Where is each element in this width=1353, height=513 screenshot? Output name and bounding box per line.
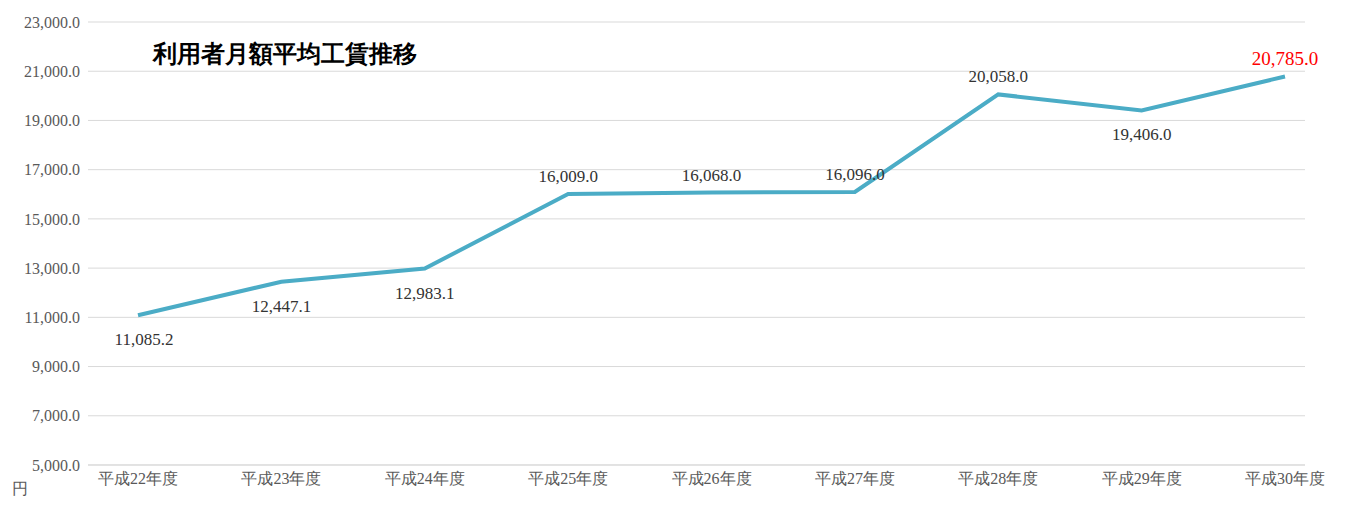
svg-text:平成22年度: 平成22年度 — [98, 470, 178, 487]
svg-text:11,000.0: 11,000.0 — [25, 309, 80, 326]
svg-text:15,000.0: 15,000.0 — [24, 211, 80, 228]
svg-text:16,009.0: 16,009.0 — [538, 167, 598, 186]
svg-text:平成29年度: 平成29年度 — [1102, 470, 1182, 487]
svg-text:12,447.1: 12,447.1 — [252, 297, 312, 316]
svg-text:17,000.0: 17,000.0 — [24, 161, 80, 178]
svg-text:5,000.0: 5,000.0 — [32, 457, 80, 474]
svg-text:平成28年度: 平成28年度 — [958, 470, 1038, 487]
svg-text:9,000.0: 9,000.0 — [32, 358, 80, 375]
svg-text:平成27年度: 平成27年度 — [815, 470, 895, 487]
svg-text:11,085.2: 11,085.2 — [115, 330, 174, 349]
svg-text:23,000.0: 23,000.0 — [24, 14, 80, 31]
svg-text:21,000.0: 21,000.0 — [24, 63, 80, 80]
svg-text:19,406.0: 19,406.0 — [1112, 125, 1172, 144]
html-text:円: 円 — [12, 480, 28, 497]
svg-text:7,000.0: 7,000.0 — [32, 407, 80, 424]
svg-text:平成24年度: 平成24年度 — [385, 470, 465, 487]
svg-text:平成25年度: 平成25年度 — [528, 470, 608, 487]
html-text:利用者月額平均工賃推移: 利用者月額平均工賃推移 — [153, 40, 417, 68]
svg-text:20,785.0: 20,785.0 — [1252, 48, 1319, 69]
svg-text:20,058.0: 20,058.0 — [969, 67, 1029, 86]
svg-text:平成30年度: 平成30年度 — [1245, 470, 1325, 487]
svg-text:13,000.0: 13,000.0 — [24, 260, 80, 277]
svg-text:16,068.0: 16,068.0 — [682, 166, 742, 185]
svg-text:12,983.1: 12,983.1 — [395, 284, 455, 303]
svg-text:平成23年度: 平成23年度 — [241, 470, 321, 487]
svg-text:平成26年度: 平成26年度 — [672, 470, 752, 487]
svg-text:19,000.0: 19,000.0 — [24, 112, 80, 129]
svg-text:16,096.0: 16,096.0 — [825, 165, 885, 184]
